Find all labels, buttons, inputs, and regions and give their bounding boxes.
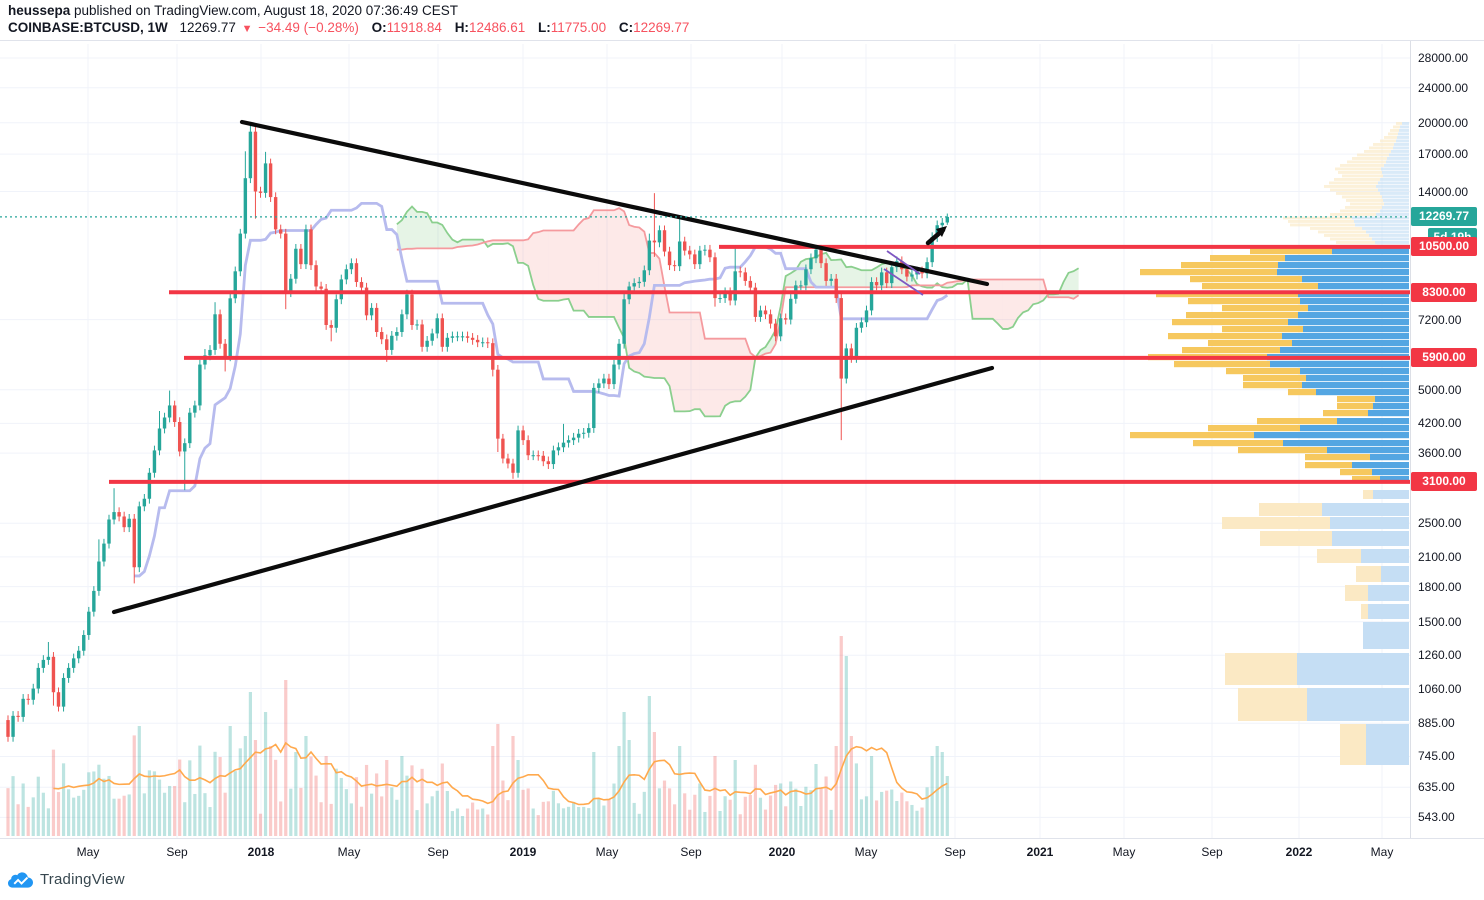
byline-rest: published on TradingView.com, August 18,… bbox=[70, 3, 459, 18]
tradingview-logo[interactable]: TradingView bbox=[8, 871, 125, 888]
time-tick-label: May bbox=[595, 845, 619, 859]
candlestick-series[interactable] bbox=[6, 123, 949, 742]
byline-username: heussepa bbox=[8, 3, 71, 18]
symbol-title: COINBASE:BTCUSD, 1W bbox=[8, 20, 168, 35]
level-price-badge: 8300.00 bbox=[1411, 282, 1477, 302]
price-tick-label: 20000.00 bbox=[1418, 115, 1469, 130]
price-tick-label: 17000.00 bbox=[1418, 147, 1469, 162]
time-axis[interactable]: May Sep 2018 May Sep 2019 May Sep 2020 May Sep 2021… bbox=[0, 838, 1484, 868]
current-price-badge: 12269.77 bbox=[1411, 206, 1477, 226]
byline: heussepa published on TradingView.com, A… bbox=[8, 3, 458, 18]
grid-lines bbox=[0, 44, 1410, 838]
kijun-line[interactable] bbox=[134, 201, 949, 578]
price-tick-label: 1800.00 bbox=[1418, 579, 1462, 594]
time-tick-label: May bbox=[337, 845, 361, 859]
level-price-badge: 5900.00 bbox=[1411, 348, 1477, 368]
ascending-trendline bbox=[111, 365, 995, 615]
time-tick-label: Sep bbox=[680, 845, 702, 859]
support-resistance-lines[interactable] bbox=[109, 244, 1410, 484]
price-tick-label: 4200.00 bbox=[1418, 416, 1462, 431]
price-tick-label: 28000.00 bbox=[1418, 51, 1469, 65]
time-tick-label: May bbox=[1112, 845, 1136, 859]
volume-ma-line bbox=[53, 741, 948, 806]
time-tick-label: Sep bbox=[427, 845, 449, 859]
level-price-badge: 3100.00 bbox=[1411, 472, 1477, 492]
time-tick-label: 2019 bbox=[509, 845, 537, 859]
last-price: 12269.77 bbox=[179, 20, 236, 35]
price-axis[interactable]: 12269.77 5d 19h 28000.0024000.0020000.00… bbox=[1410, 40, 1484, 838]
low-label: L: bbox=[538, 20, 551, 35]
price-tick-label: 1260.00 bbox=[1418, 648, 1462, 663]
high-value: 12486.61 bbox=[468, 20, 526, 35]
trendlines[interactable] bbox=[111, 119, 995, 615]
price-tick-label: 1060.00 bbox=[1418, 681, 1462, 696]
close-label: C: bbox=[618, 20, 634, 35]
price-tick-label: 2500.00 bbox=[1418, 516, 1462, 531]
time-tick-label: 2018 bbox=[247, 845, 275, 859]
price-tick-label: 1500.00 bbox=[1418, 614, 1462, 629]
time-tick-label: 2022 bbox=[1285, 845, 1313, 859]
price-tick-label: 24000.00 bbox=[1418, 80, 1469, 95]
price-tick-label: 14000.00 bbox=[1418, 184, 1469, 199]
time-tick-label: May bbox=[854, 845, 878, 859]
volume-pane[interactable] bbox=[6, 636, 949, 836]
breakout-arrow[interactable] bbox=[925, 226, 947, 246]
price-tick-label: 885.00 bbox=[1418, 716, 1455, 731]
price-tick-label: 5000.00 bbox=[1418, 382, 1462, 397]
price-tick-label: 635.00 bbox=[1418, 780, 1455, 795]
purple-wedge-lines[interactable] bbox=[883, 250, 924, 296]
symbol-legend[interactable]: COINBASE:BTCUSD, 1W 12269.77 ▼ −34.49 (−… bbox=[8, 20, 689, 35]
descending-trendline bbox=[239, 119, 990, 287]
time-tick-label: 2021 bbox=[1026, 845, 1054, 859]
open-label: O: bbox=[371, 20, 387, 35]
tradingview-logo-text: TradingView bbox=[40, 871, 125, 888]
chart-plot-area[interactable] bbox=[0, 40, 1410, 838]
price-tick-label: 7200.00 bbox=[1418, 312, 1462, 327]
footer: TradingView bbox=[0, 866, 1484, 900]
close-value: 12269.77 bbox=[633, 20, 690, 35]
tradingview-cloud-icon bbox=[8, 871, 33, 888]
volume-profile[interactable] bbox=[1130, 122, 1409, 765]
time-tick-label: May bbox=[1370, 845, 1394, 859]
high-label: H: bbox=[454, 20, 469, 35]
change-down-arrow-icon: ▼ bbox=[241, 23, 253, 35]
time-tick-label: 2020 bbox=[768, 845, 796, 859]
price-tick-label: 745.00 bbox=[1418, 749, 1455, 764]
low-value: 11775.00 bbox=[550, 20, 607, 35]
change-text: −34.49 (−0.28%) bbox=[258, 20, 359, 35]
price-tick-label: 3600.00 bbox=[1418, 446, 1462, 461]
time-tick-label: May bbox=[76, 845, 100, 859]
time-tick-label: Sep bbox=[166, 845, 188, 859]
level-price-badge: 10500.00 bbox=[1411, 237, 1477, 257]
senkou-a-line bbox=[396, 205, 1080, 418]
header: heussepa published on TradingView.com, A… bbox=[0, 0, 1484, 41]
price-tick-label: 2100.00 bbox=[1418, 549, 1462, 564]
time-tick-label: Sep bbox=[944, 845, 966, 859]
price-tick-label: 543.00 bbox=[1418, 810, 1455, 825]
open-value: 11918.84 bbox=[386, 20, 442, 35]
time-tick-label: Sep bbox=[1201, 845, 1223, 859]
